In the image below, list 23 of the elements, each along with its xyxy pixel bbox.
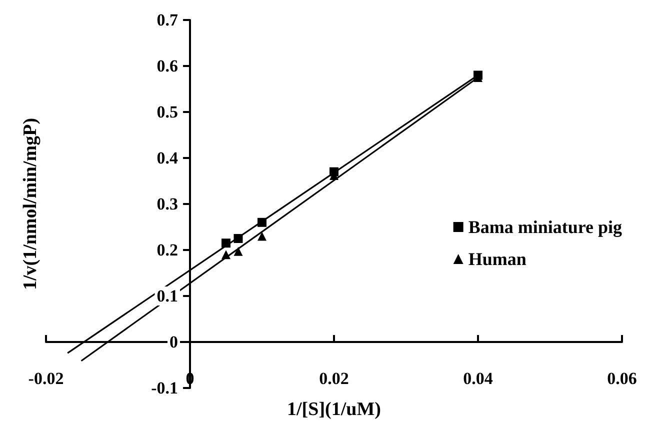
y-tick-label: -0.1 — [151, 378, 178, 398]
point — [258, 218, 266, 227]
point — [222, 250, 230, 260]
point — [234, 246, 243, 256]
x-tick-label: 0.06 — [607, 369, 637, 388]
y-tick-label: 0.2 — [156, 240, 178, 260]
legend-label: Human — [468, 249, 526, 269]
y-tick-label: 0.1 — [156, 286, 178, 306]
y-axis-title: 1/v(1/nmol/min/mgP) — [20, 118, 41, 290]
x-tick-label: 0.02 — [319, 369, 349, 388]
y-tick-label: 0.4 — [156, 148, 178, 168]
point — [234, 234, 243, 243]
point — [258, 232, 266, 241]
x-axis-title: 1/[S](1/uM) — [287, 399, 381, 420]
y-tick-label: 0.3 — [156, 194, 178, 214]
x-tick-label: 0.04 — [463, 369, 494, 388]
y-tick-label: 0.6 — [156, 56, 178, 76]
y-tick-label: 0 — [170, 332, 178, 352]
point — [222, 238, 230, 248]
y-tick-label: 0.7 — [156, 10, 178, 30]
x-tick-label: -0.02 — [28, 369, 64, 388]
legend-label: Bama miniature pig — [468, 217, 622, 237]
y-tick-label: 0.5 — [156, 102, 178, 122]
